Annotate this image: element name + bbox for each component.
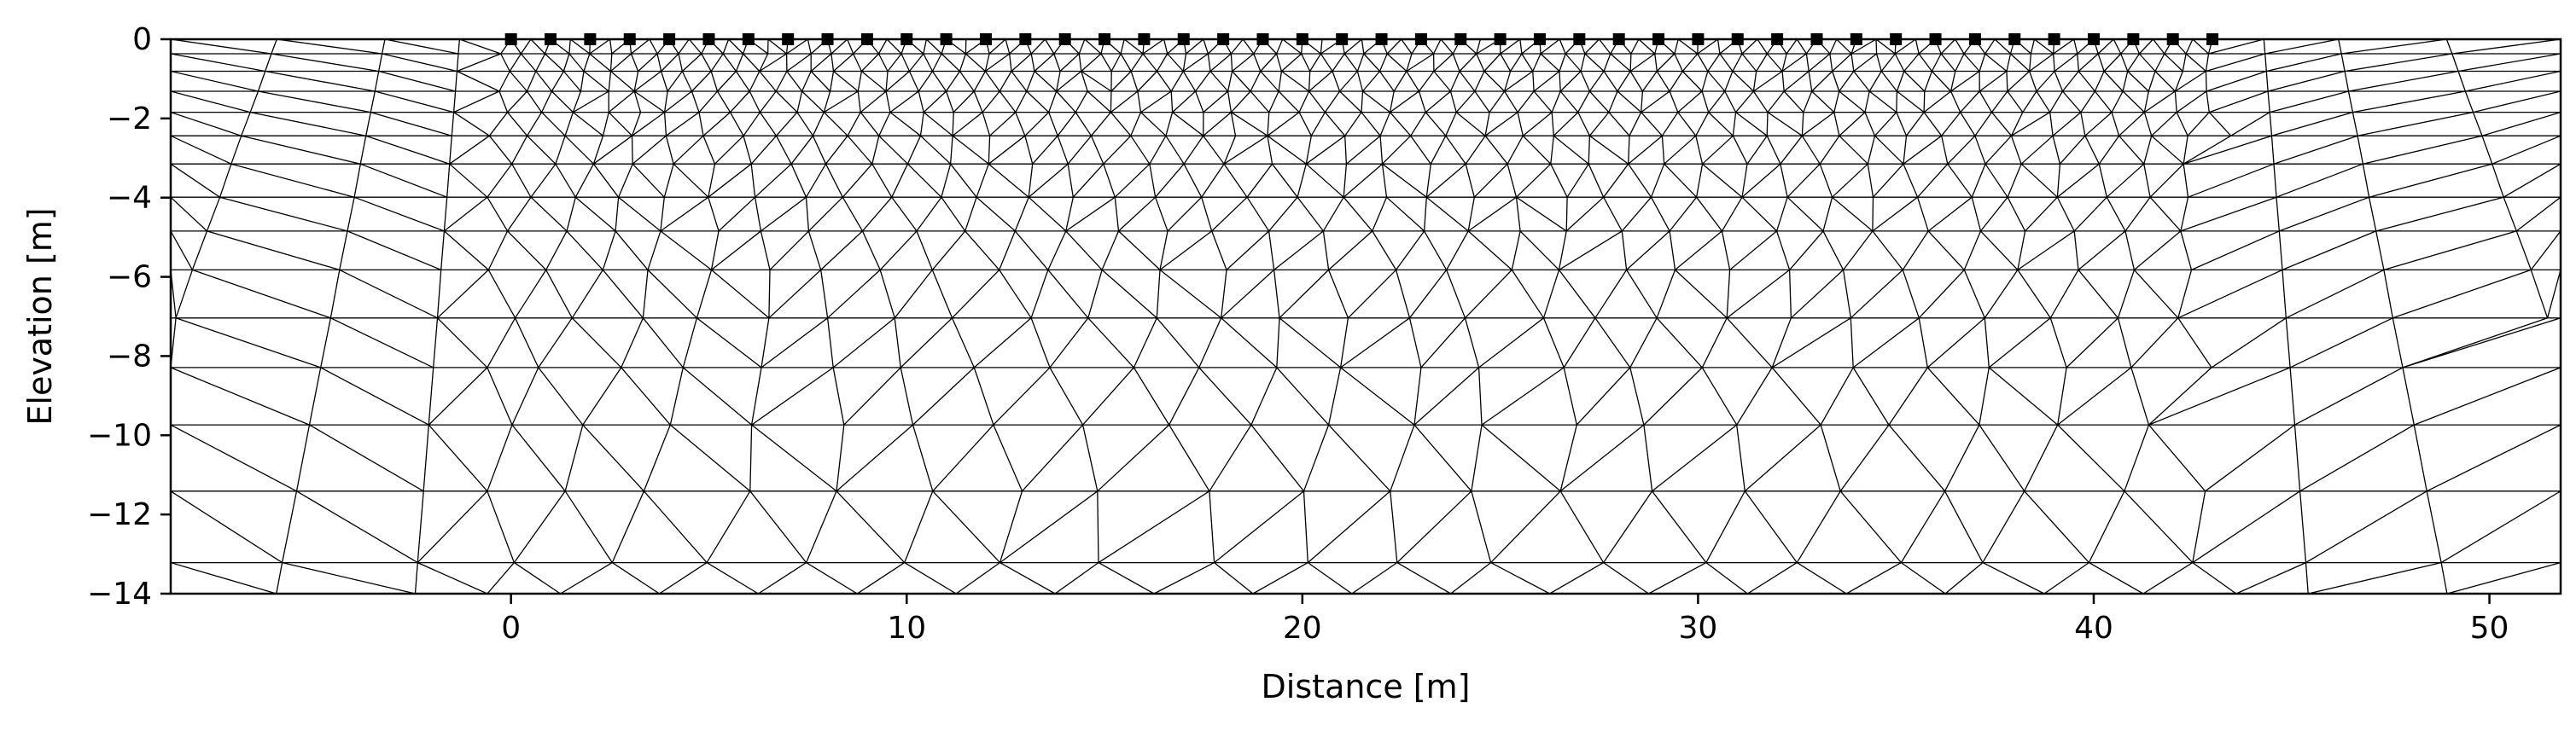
y-tick-label: −2: [107, 102, 152, 136]
y-tick-label: −4: [107, 181, 152, 216]
x-tick-label: 10: [887, 611, 926, 646]
x-tick-label: 50: [2470, 611, 2509, 646]
y-tick-label: −8: [107, 339, 152, 374]
plot-frame: [169, 38, 2562, 595]
x-tick-label: 0: [501, 611, 521, 646]
y-axis-label: Elevation [m]: [21, 207, 59, 425]
mesh-edges: [171, 39, 2561, 594]
triangular-mesh: [171, 39, 2561, 594]
x-tick-label: 20: [1283, 611, 1322, 646]
y-axis: 0 −2 −4 −6 −8 −10 −12 −14: [87, 22, 171, 612]
x-axis-label: Distance [m]: [1262, 668, 1471, 705]
x-tick-label: 40: [2074, 611, 2113, 646]
y-tick-label: 0: [132, 22, 152, 57]
x-axis: 0 10 20 30 40 50: [501, 594, 2509, 646]
x-tick-label: 30: [1678, 611, 1717, 646]
y-tick-label: −12: [87, 497, 152, 532]
y-tick-label: −10: [87, 418, 152, 453]
y-tick-label: −14: [87, 577, 152, 612]
y-tick-label: −6: [107, 260, 152, 295]
